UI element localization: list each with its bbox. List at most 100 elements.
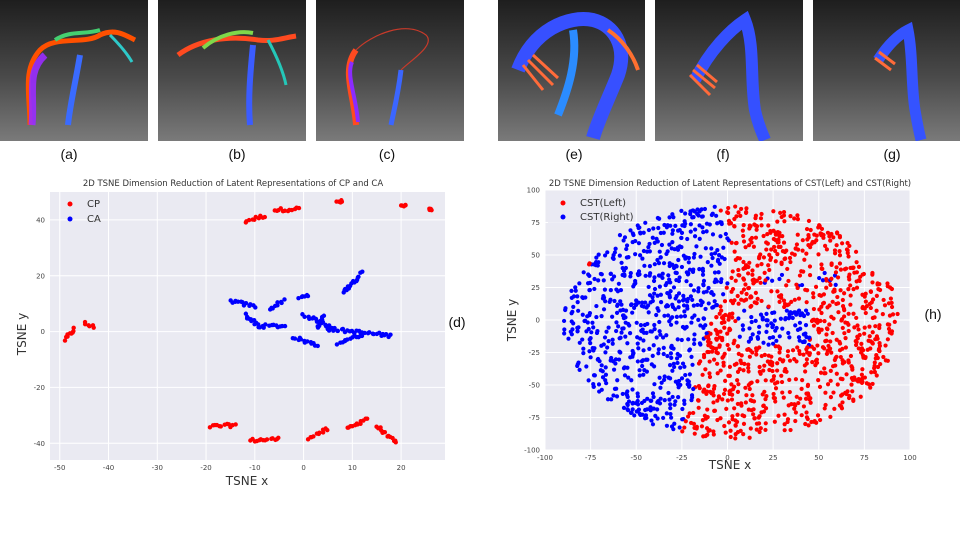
scatter-point-cstleft xyxy=(834,265,839,270)
scatter-point-cstright xyxy=(629,302,634,307)
scatter-point-cstleft xyxy=(730,269,735,274)
scatter-point-cstleft xyxy=(771,236,776,242)
scatter-point-cstright xyxy=(668,406,673,411)
scatter-point-cstleft xyxy=(755,346,760,351)
scatter-point-cstleft xyxy=(751,407,756,412)
scatter-point-cstright xyxy=(770,341,776,346)
scatter-point-cstleft xyxy=(833,363,838,368)
scatter-point-cstleft xyxy=(747,260,752,265)
scatter-point-cstleft xyxy=(700,372,705,377)
scatter-point-cstright xyxy=(641,230,646,235)
scatter-point-cstleft xyxy=(820,301,826,306)
scatter-point-cstleft xyxy=(840,304,846,309)
scatter-point-cstleft xyxy=(733,423,738,428)
scatter-point-cstleft xyxy=(881,354,886,360)
scatter-point-cstright xyxy=(666,375,671,380)
scatter-point-cstleft xyxy=(711,432,716,437)
scatter-point-cstright xyxy=(562,327,567,332)
scatter-point-cstleft xyxy=(777,230,782,235)
scatter-point-cstright xyxy=(652,262,657,267)
scatter-point-cstright xyxy=(642,263,647,268)
scatter-point-cstright xyxy=(628,228,633,233)
scatter-point-cstright xyxy=(709,212,714,218)
scatter-point-ca xyxy=(261,325,266,330)
scatter-point-cstleft xyxy=(737,256,742,261)
scatter-point-cstleft xyxy=(874,293,879,298)
scatter-point-cp xyxy=(276,435,281,440)
scatter-point-cstright xyxy=(575,294,580,299)
scatter-point-cstleft xyxy=(732,224,737,229)
scatter-point-cstright xyxy=(688,283,693,288)
scatter-point-cstleft xyxy=(808,396,813,401)
scatter-point-cstleft xyxy=(843,336,848,341)
scatter-point-cstright xyxy=(616,357,622,362)
scatter-point-cstright xyxy=(806,335,812,340)
scatter-point-cstleft xyxy=(742,414,747,419)
scatter-point-cp xyxy=(311,434,316,439)
scatter-point-cstleft xyxy=(779,379,785,385)
scatter-point-cstright xyxy=(699,214,705,219)
scatter-point-cstright xyxy=(658,230,663,236)
scatter-point-cstright xyxy=(630,407,635,412)
legend-marker-ca xyxy=(67,216,73,222)
scatter-point-cstright xyxy=(646,245,651,250)
scatter-point-cstleft xyxy=(824,247,829,252)
scatter-point-cstright xyxy=(802,339,807,345)
scatter-point-cstright xyxy=(577,281,582,286)
scatter-point-cstright xyxy=(695,207,700,212)
scatter-point-cstright xyxy=(777,276,782,282)
scatter-point-cstleft xyxy=(849,382,854,387)
scatter-point-ca xyxy=(292,336,298,341)
scatter-point-cstleft xyxy=(782,219,787,224)
scatter-point-cstright xyxy=(676,395,681,400)
scatter-point-cstright xyxy=(582,318,587,324)
scatter-point-cstright xyxy=(678,314,684,319)
scatter-point-cstleft xyxy=(746,271,751,276)
scatter-point-cstleft xyxy=(736,351,741,356)
legend: CP CA xyxy=(67,199,101,225)
scatter-point-cstright xyxy=(584,364,589,369)
scatter-point-cstleft xyxy=(732,249,737,254)
scatter-point-cstleft xyxy=(839,404,844,409)
scatter-point-cstright xyxy=(793,323,798,328)
scatter-point-cstleft xyxy=(729,275,734,280)
scatter-point-cstright xyxy=(790,315,795,321)
scatter-point-cstright xyxy=(674,320,679,325)
scatter-point-cstright xyxy=(587,288,592,293)
scatter-point-cstright xyxy=(682,398,687,403)
y-tick-label: -100 xyxy=(524,447,540,455)
scatter-point-cstleft xyxy=(729,240,734,245)
scatter-point-cstright xyxy=(710,305,715,310)
scatter-point-cstleft xyxy=(775,289,780,294)
scatter-point-cstleft xyxy=(842,291,847,296)
scatter-point-cstleft xyxy=(828,282,833,287)
scatter-point-cstright xyxy=(668,280,673,285)
scatter-point-cstleft xyxy=(733,241,739,246)
scatter-point-cstright xyxy=(620,326,625,331)
scatter-point-cstleft xyxy=(718,208,723,213)
scatter-point-cstleft xyxy=(811,306,817,312)
scatter-point-cstright xyxy=(665,353,670,359)
scatter-point-cstright xyxy=(692,251,697,257)
scatter-point-cstright xyxy=(664,411,669,416)
scatter-point-cstleft xyxy=(756,421,762,426)
scatter-point-cstleft xyxy=(711,357,717,362)
scatter-point-cstright xyxy=(700,268,706,274)
scatter-point-cstright xyxy=(601,307,607,312)
scatter-point-cstright xyxy=(635,391,640,396)
scatter-point-cstleft xyxy=(870,381,875,387)
scatter-point-cstleft xyxy=(727,326,732,331)
scatter-point-cstright xyxy=(620,307,626,312)
scatter-point-cstleft xyxy=(828,395,834,400)
scatter-point-cstleft xyxy=(721,360,726,365)
scatter-point-cstright xyxy=(757,324,762,329)
scatter-point-ca xyxy=(279,300,284,306)
scatter-point-cstleft xyxy=(832,406,837,411)
scatter-point-cstright xyxy=(741,327,746,332)
scatter-point-cstright xyxy=(747,326,752,331)
scatter-point-cstleft xyxy=(828,378,833,383)
scatter-point-cstleft xyxy=(748,398,753,403)
scatter-point-cstleft xyxy=(728,388,733,393)
scatter-point-cstleft xyxy=(804,357,809,362)
scatter-point-cstleft xyxy=(874,373,879,378)
